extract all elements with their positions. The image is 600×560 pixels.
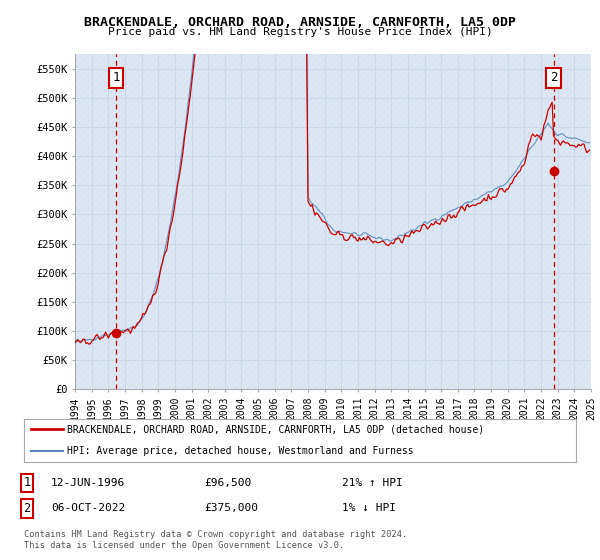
Text: BRACKENDALE, ORCHARD ROAD, ARNSIDE, CARNFORTH, LA5 0DP (detached house): BRACKENDALE, ORCHARD ROAD, ARNSIDE, CARN… bbox=[67, 424, 484, 434]
Text: 1: 1 bbox=[23, 476, 31, 489]
Text: 12-JUN-1996: 12-JUN-1996 bbox=[51, 478, 125, 488]
Bar bbox=[75, 54, 591, 389]
Text: Contains HM Land Registry data © Crown copyright and database right 2024.
This d: Contains HM Land Registry data © Crown c… bbox=[24, 530, 407, 550]
Text: 1% ↓ HPI: 1% ↓ HPI bbox=[342, 503, 396, 514]
Text: 1: 1 bbox=[112, 71, 119, 84]
Text: 21% ↑ HPI: 21% ↑ HPI bbox=[342, 478, 403, 488]
Text: Price paid vs. HM Land Registry's House Price Index (HPI): Price paid vs. HM Land Registry's House … bbox=[107, 27, 493, 37]
Text: £375,000: £375,000 bbox=[204, 503, 258, 514]
Text: BRACKENDALE, ORCHARD ROAD, ARNSIDE, CARNFORTH, LA5 0DP: BRACKENDALE, ORCHARD ROAD, ARNSIDE, CARN… bbox=[84, 16, 516, 29]
Text: HPI: Average price, detached house, Westmorland and Furness: HPI: Average price, detached house, West… bbox=[67, 446, 413, 456]
Text: 06-OCT-2022: 06-OCT-2022 bbox=[51, 503, 125, 514]
Bar bbox=[75, 54, 591, 389]
Text: 2: 2 bbox=[550, 71, 557, 84]
Text: 2: 2 bbox=[23, 502, 31, 515]
Text: £96,500: £96,500 bbox=[204, 478, 251, 488]
